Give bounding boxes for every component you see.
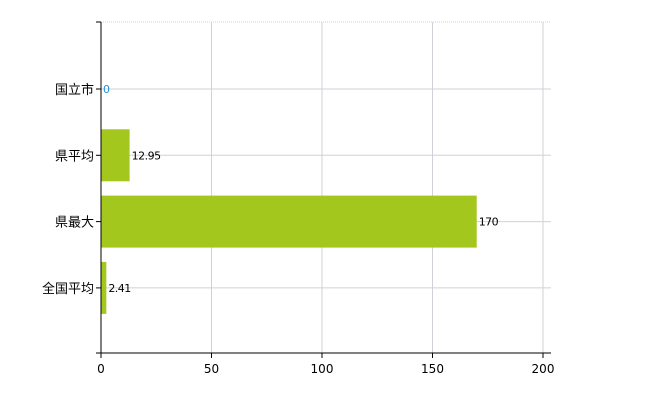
- x-tick-label: 100: [311, 362, 334, 376]
- bar: [101, 195, 477, 248]
- bar: [101, 129, 130, 182]
- category-label: 国立市: [55, 82, 94, 98]
- data-label: 0: [103, 83, 110, 96]
- bar: [101, 261, 107, 314]
- data-label: 2.41: [108, 282, 131, 295]
- data-label: 170: [479, 216, 499, 229]
- x-tick-label: 200: [532, 362, 555, 376]
- category-label: 県平均: [55, 149, 94, 164]
- category-label: 全国平均: [42, 281, 94, 297]
- x-tick-label: 50: [204, 362, 219, 376]
- data-label: 12.95: [132, 149, 161, 162]
- x-tick-label: 0: [97, 362, 105, 376]
- category-label: 県最大: [55, 216, 94, 231]
- x-tick-label: 150: [421, 362, 444, 376]
